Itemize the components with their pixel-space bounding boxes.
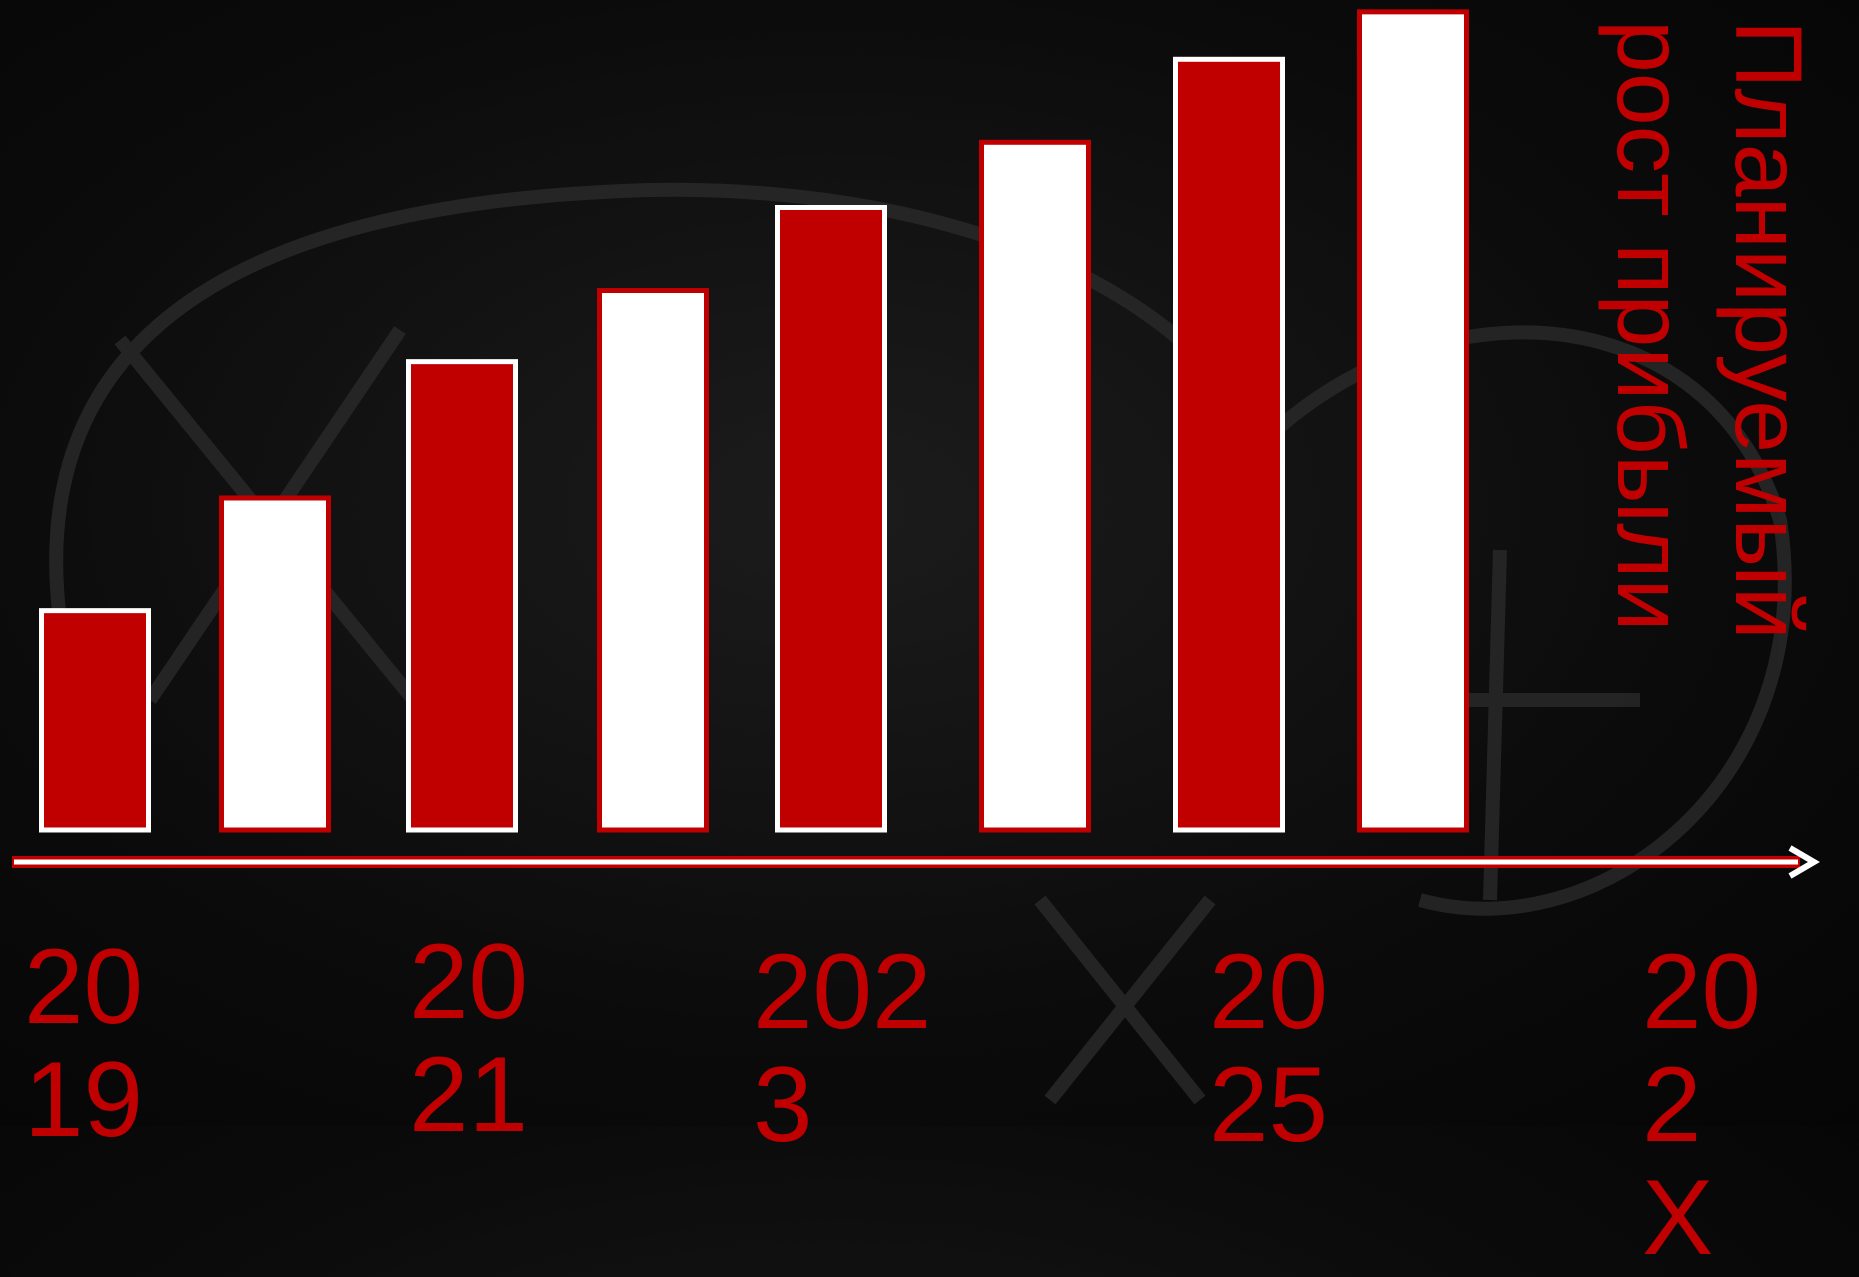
bar [219,495,331,833]
x-label: 2025 [1209,931,1329,1164]
bar [775,205,887,833]
bar [597,288,709,833]
x-label: 2023 [753,931,932,1164]
chart-title: Планируемый рост прибыли [1597,20,1821,640]
bar [1357,9,1469,833]
x-axis-arrow [12,845,1820,879]
bar [979,139,1091,833]
x-label: 2019 [24,926,144,1159]
x-label: 202X [1642,931,1762,1277]
axis-arrowhead [1788,845,1820,879]
bar [39,608,151,833]
chart [12,9,1820,1105]
x-label: 2021 [409,921,529,1154]
bars [39,9,1469,833]
bar [1173,56,1285,833]
bar [406,359,518,833]
